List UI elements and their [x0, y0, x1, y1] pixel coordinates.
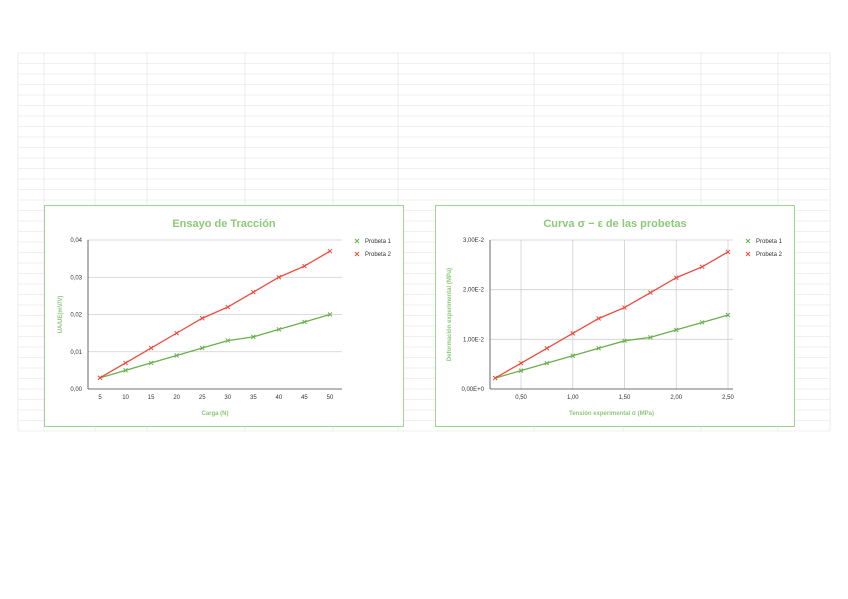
data-point: [518, 368, 524, 373]
y-axis-label: Deformación experimental (MPa): [447, 268, 453, 361]
chart-ensayo-traccion[interactable]: Ensayo de Tracción 0,00 0,01 0,02 0,03 0,04 5 1…: [44, 205, 404, 427]
chart-frame: [435, 205, 795, 427]
data-point: [725, 312, 731, 318]
x-tick-label: 10: [122, 395, 129, 401]
data-point: [518, 360, 524, 366]
data-point: [199, 345, 205, 351]
data-point: [302, 263, 307, 269]
x-tick-label: 1,00: [567, 395, 579, 401]
y-tick-label: 0,03: [70, 275, 82, 281]
legend-marker: [354, 238, 360, 244]
data-point: [148, 360, 154, 366]
series-line-1: [99, 313, 331, 379]
legend-marker: [745, 238, 751, 244]
data-point: [699, 264, 705, 270]
legend-label: Probeta 1: [756, 239, 783, 245]
data-point: [570, 353, 576, 359]
x-tick-label: 20: [173, 395, 180, 401]
data-point: [544, 360, 550, 366]
x-tick-label: 30: [224, 395, 231, 401]
y-tick-label: 3,00E-2: [463, 238, 485, 244]
data-point: [225, 304, 231, 310]
x-tick-label: 15: [148, 395, 155, 401]
data-point: [673, 275, 679, 281]
y-tick-label: 2,00E-2: [463, 288, 485, 294]
data-point: [174, 353, 180, 358]
data-point: [648, 334, 653, 340]
data-point: [327, 248, 333, 254]
data-point: [648, 290, 653, 296]
x-axis-label: Carga (N): [201, 411, 228, 417]
data-point: [596, 345, 602, 351]
data-point: [123, 360, 128, 366]
x-tick-label: 40: [276, 395, 283, 401]
x-tick-label: 2,50: [722, 395, 734, 401]
series-line-1: [494, 314, 729, 379]
chart-curva-sigma-epsilon[interactable]: Curva σ − ε de las probetas 0,00E+0 1,00E-…: [435, 205, 795, 427]
x-tick-label: 50: [327, 395, 334, 401]
data-point: [725, 249, 731, 255]
x-tick-label: 0,50: [515, 395, 527, 401]
data-point: [492, 375, 498, 381]
legend-marker: [354, 251, 360, 257]
data-point: [97, 375, 103, 381]
y-tick-label: 0,02: [70, 313, 82, 319]
x-tick-label: 35: [250, 395, 257, 401]
y-tick-label: 0,04: [70, 238, 82, 244]
data-point: [174, 330, 180, 336]
data-point: [199, 315, 205, 321]
legend-label: Probeta 2: [365, 252, 392, 258]
x-axis-label: Tensión experimental σ (MPa): [569, 411, 654, 417]
chart-frame: [44, 205, 404, 427]
series-line-2: [494, 251, 729, 379]
y-axis-label: UA/UE(mV/V): [58, 296, 64, 334]
x-tick-label: 25: [199, 395, 206, 401]
y-tick-label: 0,00: [70, 387, 82, 393]
y-tick-label: 0,00E+0: [461, 387, 484, 393]
data-point: [276, 327, 282, 332]
data-point: [544, 345, 550, 351]
data-point: [570, 331, 576, 336]
data-point: [673, 327, 679, 333]
data-point: [596, 316, 602, 321]
y-tick-label: 0,01: [70, 350, 82, 356]
data-point: [225, 338, 231, 343]
data-point: [302, 319, 307, 325]
legend-label: Probeta 2: [756, 252, 783, 258]
chart-title: Ensayo de Tracción: [172, 218, 276, 230]
data-point: [622, 305, 627, 310]
data-point: [622, 338, 627, 344]
series-line-2: [99, 250, 331, 379]
chart-title: Curva σ − ε de las probetas: [543, 218, 686, 230]
y-tick-label: 1,00E-2: [463, 337, 485, 343]
legend-marker: [745, 251, 751, 257]
x-tick-label: 5: [98, 395, 102, 401]
data-point: [250, 334, 256, 340]
data-point: [250, 289, 256, 295]
x-tick-label: 1,50: [619, 395, 631, 401]
data-point: [148, 345, 154, 351]
data-point: [699, 320, 705, 325]
x-tick-label: 2,00: [670, 395, 682, 401]
x-tick-label: 45: [301, 395, 308, 401]
data-point: [327, 312, 333, 317]
legend-label: Probeta 1: [365, 239, 392, 245]
data-point: [276, 274, 282, 280]
data-point: [123, 368, 128, 373]
